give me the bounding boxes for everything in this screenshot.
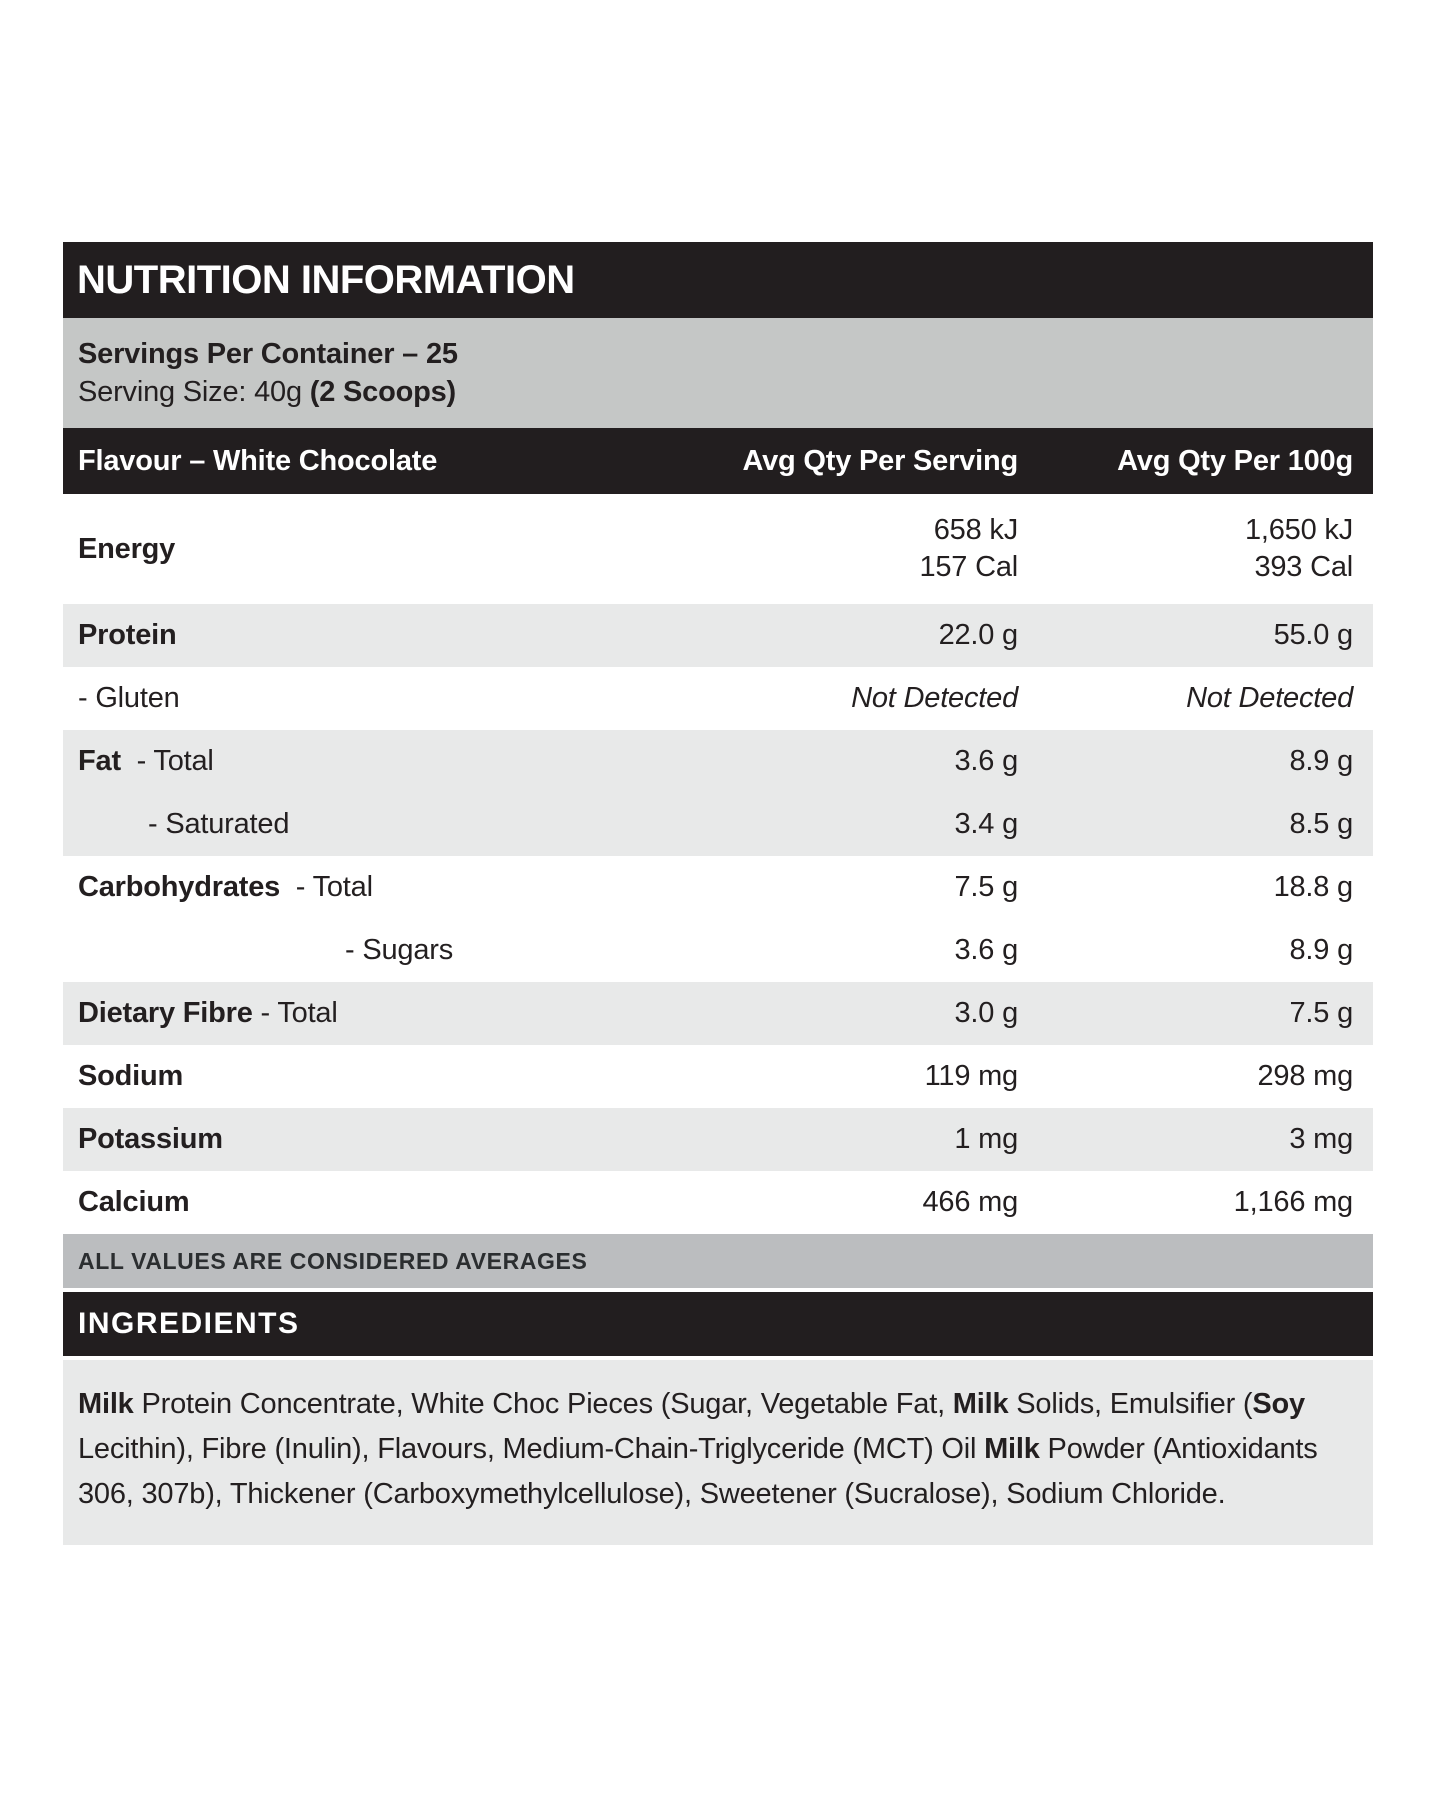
averages-note: ALL VALUES ARE CONSIDERED AVERAGES bbox=[78, 1247, 588, 1274]
table-header-row: Flavour – White Chocolate Avg Qty Per Se… bbox=[63, 428, 1373, 494]
column-avg-qty-per-serving: Avg Qty Per Serving bbox=[742, 444, 1018, 477]
row-value-per-serving: 466 mg bbox=[922, 1186, 1018, 1218]
row-value-per-serving: 119 mg bbox=[924, 1060, 1019, 1092]
row-value-per-100g: 1,650 kJ 393 Cal bbox=[1244, 514, 1353, 583]
row-potassium: Potassium 1 mg 3 mg bbox=[63, 1108, 1373, 1171]
row-label: - Sugars bbox=[345, 934, 453, 966]
row-protein: Protein 22.0 g 55.0 g bbox=[63, 604, 1373, 667]
ingredients-title-bar: INGREDIENTS bbox=[63, 1292, 1373, 1356]
nutrition-table: Energy 658 kJ 157 Cal 1,650 kJ 393 Cal Protei… bbox=[63, 494, 1373, 1234]
row-value-per-serving: Not Detected bbox=[851, 682, 1018, 714]
row-value-per-100g: Not Detected bbox=[1186, 682, 1353, 714]
row-fat-saturated: - Saturated 3.4 g 8.5 g bbox=[63, 793, 1373, 856]
row-value-per-100g: 8.5 g bbox=[1289, 808, 1354, 840]
row-label: Protein bbox=[78, 619, 177, 651]
row-label: Sodium bbox=[78, 1060, 184, 1092]
row-value-per-100g: 3 mg bbox=[1289, 1123, 1353, 1155]
row-sodium: Sodium 119 mg 298 mg bbox=[63, 1045, 1373, 1108]
row-energy: Energy 658 kJ 157 Cal 1,650 kJ 393 Cal bbox=[63, 494, 1373, 604]
nutrition-title: NUTRITION INFORMATION bbox=[77, 257, 575, 302]
nutrition-title-bar: NUTRITION INFORMATION bbox=[63, 242, 1373, 318]
row-value-per-100g: 298 mg bbox=[1257, 1060, 1353, 1092]
row-value-per-100g: 55.0 g bbox=[1273, 619, 1354, 651]
row-label: Calcium bbox=[78, 1186, 190, 1218]
row-carbohydrates-sugars: - Sugars 3.6 g 8.9 g bbox=[63, 919, 1373, 982]
row-gluten: - Gluten Not Detected Not Detected bbox=[63, 667, 1373, 730]
row-calcium: Calcium 466 mg 1,166 mg bbox=[63, 1171, 1373, 1234]
row-label: Potassium bbox=[78, 1123, 223, 1155]
row-value-per-serving: 3.0 g bbox=[954, 997, 1019, 1029]
row-carbohydrates-total: Carbohydrates - Total 7.5 g 18.8 g bbox=[63, 856, 1373, 919]
serving-size-scoops: (2 Scoops) bbox=[309, 375, 457, 408]
row-value-per-serving: 3.6 g bbox=[954, 934, 1019, 966]
row-value-per-serving: 658 kJ 157 Cal bbox=[919, 514, 1018, 583]
row-value-per-100g: 8.9 g bbox=[1289, 745, 1354, 777]
row-value-per-100g: 18.8 g bbox=[1273, 871, 1354, 903]
averages-note-bar: ALL VALUES ARE CONSIDERED AVERAGES bbox=[63, 1234, 1373, 1288]
row-label: - Gluten bbox=[78, 682, 180, 714]
row-label: Energy bbox=[78, 532, 176, 565]
column-avg-qty-per-100g: Avg Qty Per 100g bbox=[1117, 444, 1353, 477]
row-label: Carbohydrates - Total bbox=[78, 871, 373, 903]
row-label: Dietary Fibre - Total bbox=[78, 997, 338, 1029]
row-value-per-100g: 1,166 mg bbox=[1233, 1186, 1354, 1218]
row-fat-total: Fat - Total 3.6 g 8.9 g bbox=[63, 730, 1373, 793]
row-value-per-serving: 7.5 g bbox=[954, 871, 1019, 903]
servings-per-container: Servings Per Container – 25 bbox=[78, 337, 458, 370]
column-flavour: Flavour – White Chocolate bbox=[78, 444, 438, 477]
row-value-per-100g: 8.9 g bbox=[1289, 934, 1354, 966]
row-value-per-serving: 22.0 g bbox=[938, 619, 1019, 651]
row-value-per-serving: 3.6 g bbox=[954, 745, 1019, 777]
ingredients-text: Milk Protein Concentrate, White Choc Pie… bbox=[63, 1360, 1373, 1545]
row-label: Fat - Total bbox=[78, 745, 214, 777]
ingredients-title: INGREDIENTS bbox=[78, 1307, 300, 1340]
row-value-per-100g: 7.5 g bbox=[1289, 997, 1354, 1029]
row-value-per-serving: 1 mg bbox=[954, 1123, 1018, 1155]
row-dietary-fibre-total: Dietary Fibre - Total 3.0 g 7.5 g bbox=[63, 982, 1373, 1045]
serving-size: Serving Size: 40g (2 Scoops) bbox=[78, 376, 1373, 409]
serving-size-text: Serving Size: 40g bbox=[78, 375, 310, 408]
servings-section: Servings Per Container – 25 Serving Size… bbox=[63, 318, 1373, 428]
nutrition-label: NUTRITION INFORMATION Servings Per Conta… bbox=[63, 242, 1373, 1545]
row-label: - Saturated bbox=[148, 808, 290, 840]
row-value-per-serving: 3.4 g bbox=[954, 808, 1019, 840]
